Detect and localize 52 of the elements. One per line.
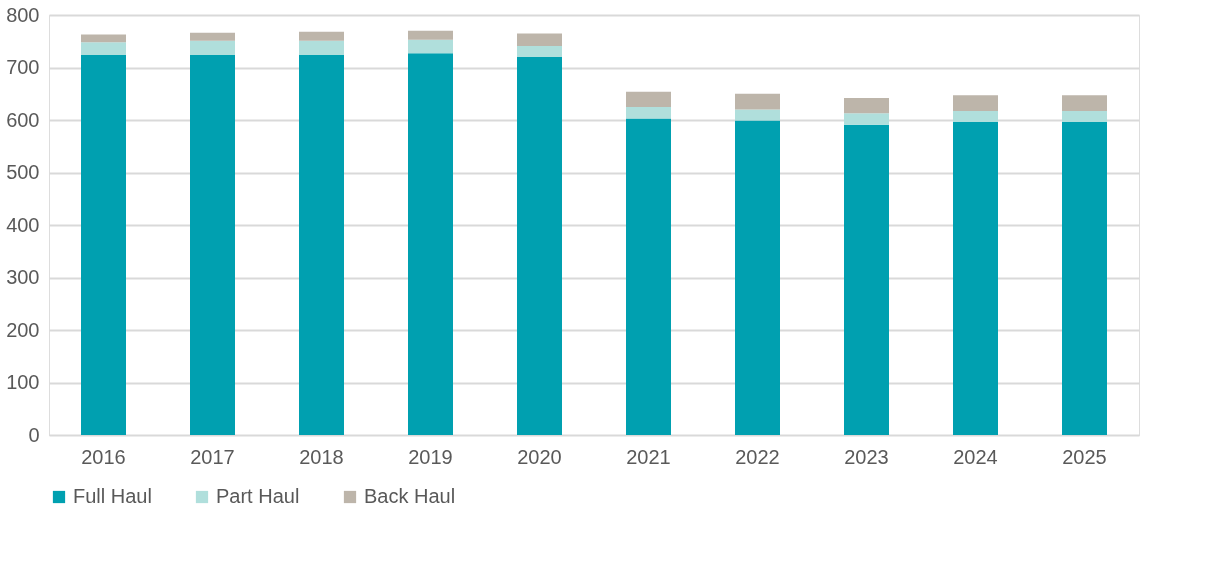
bar	[953, 95, 998, 112]
x-tick-label: 2024	[953, 445, 998, 468]
bar	[1062, 111, 1107, 123]
x-tick-label: 2018	[299, 445, 344, 468]
x-tick-label: 2019	[408, 445, 453, 468]
legend-label: Full Haul	[73, 485, 152, 507]
y-tick-label: 400	[6, 213, 40, 236]
y-tick-label: 200	[6, 318, 40, 341]
bar	[408, 30, 453, 40]
x-tick-label: 2016	[81, 445, 126, 468]
y-tick-label: 100	[6, 371, 40, 393]
y-tick-label: 800	[6, 3, 40, 26]
bar	[81, 34, 126, 43]
y-tick-label: 500	[6, 161, 40, 183]
bar	[299, 40, 344, 55]
bar	[626, 91, 671, 107]
bar	[1062, 95, 1107, 112]
x-tick-label: 2025	[1062, 445, 1107, 468]
bar	[1062, 122, 1107, 435]
bar	[299, 54, 344, 435]
x-tick-label: 2017	[190, 445, 235, 468]
bar	[626, 118, 671, 435]
bar	[953, 111, 998, 123]
bar	[408, 39, 453, 54]
bar	[299, 31, 344, 41]
x-tick-label: 2023	[844, 445, 889, 468]
x-tick-label: 2021	[626, 445, 671, 468]
y-tick-label: 600	[6, 108, 40, 131]
bar	[517, 33, 562, 46]
bar	[517, 57, 562, 435]
bar	[81, 54, 126, 435]
bar	[81, 42, 126, 55]
bar	[626, 106, 671, 119]
bar	[953, 122, 998, 435]
legend-label: Back Haul	[364, 485, 456, 507]
bar	[735, 109, 780, 121]
y-tick-label: 0	[28, 423, 40, 446]
bar	[735, 93, 780, 110]
x-tick-label: 2020	[517, 445, 562, 468]
bar	[190, 54, 235, 435]
bar	[190, 32, 235, 41]
bar	[735, 120, 780, 435]
bar	[408, 53, 453, 435]
y-tick-label: 300	[6, 266, 40, 288]
bar	[844, 113, 889, 125]
y-tick-label: 700	[6, 56, 40, 78]
bar	[844, 97, 889, 114]
bar	[517, 45, 562, 57]
legend-label: Part Haul	[216, 485, 300, 507]
x-tick-label: 2022	[735, 445, 780, 468]
bar	[844, 124, 889, 435]
bar	[190, 40, 235, 55]
